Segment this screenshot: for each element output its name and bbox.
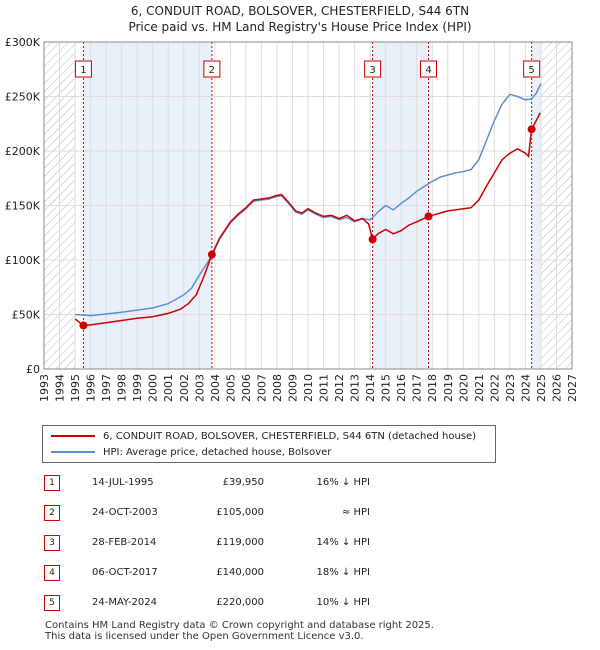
x-tick-label: 2004 — [209, 374, 222, 402]
footer: Contains HM Land Registry data © Crown c… — [45, 620, 434, 642]
transaction-row: 1 14-JUL-1995 £39,950 16% ↓ HPI — [44, 475, 444, 495]
transaction-row: 4 06-OCT-2017 £140,000 18% ↓ HPI — [44, 565, 444, 585]
plot-frame — [43, 41, 573, 370]
x-tick-label: 1999 — [131, 374, 144, 402]
chart-subtitle: Price paid vs. HM Land Registry's House … — [128, 20, 472, 34]
x-tick-label: 2000 — [147, 374, 160, 402]
x-tick-label: 2023 — [504, 374, 517, 402]
legend-red-line — [51, 435, 95, 437]
y-tick-label: £200K — [5, 145, 41, 158]
x-tick-label: 2021 — [473, 374, 486, 402]
x-tick-label: 2002 — [178, 374, 191, 402]
transaction-row: 3 28-FEB-2014 £119,000 14% ↓ HPI — [44, 535, 444, 555]
x-tick-label: 2013 — [349, 374, 362, 402]
legend: 6, CONDUIT ROAD, BOLSOVER, CHESTERFIELD,… — [42, 425, 496, 463]
x-tick-label: 2003 — [193, 374, 206, 402]
sale-point — [368, 235, 377, 244]
legend-hpi-label: HPI: Average price, detached house, Bols… — [103, 446, 332, 458]
x-tick-label: 2006 — [240, 374, 253, 402]
transaction-row: 5 24-MAY-2024 £220,000 10% ↓ HPI — [44, 595, 444, 615]
footer-copyright: Contains HM Land Registry data © Crown c… — [45, 620, 434, 631]
sale-label-box — [74, 60, 92, 78]
x-tick-label: 2015 — [380, 374, 393, 402]
legend-blue-line — [51, 451, 95, 453]
x-tick-label: 2011 — [318, 374, 331, 402]
sale-label-number: 2 — [209, 65, 215, 76]
x-tick-label: 2019 — [442, 374, 455, 402]
sale-label-box — [420, 60, 438, 78]
price-chart: 1 2 3 4 5 £0 £50K £100K £150K £200K £250K £300K 199… — [5, 36, 579, 402]
x-tick-label: 2009 — [286, 374, 299, 402]
sale-point — [79, 321, 88, 330]
x-tick-label: 2020 — [457, 374, 470, 402]
hpi-series-line — [75, 83, 542, 317]
transaction-number: 4 — [44, 565, 60, 581]
x-tick-label: 1997 — [100, 374, 113, 402]
x-tick-label: 1993 — [38, 374, 51, 402]
legend-item-hpi: HPI: Average price, detached house, Bols… — [51, 445, 331, 459]
transaction-row: 2 24-OCT-2003 £105,000 ≈ HPI — [44, 505, 444, 525]
sale-point — [424, 212, 433, 221]
y-tick-label: £150K — [5, 200, 41, 213]
transaction-date: 14-JUL-1995 — [92, 477, 154, 488]
x-tick-label: 2017 — [411, 374, 424, 402]
transaction-price: £140,000 — [216, 567, 264, 578]
x-tick-label: 2018 — [426, 374, 439, 402]
x-tick-label: 2024 — [519, 374, 532, 402]
sale-label-box — [203, 60, 221, 78]
sale-point — [527, 125, 536, 134]
transaction-hpi: 14% ↓ HPI — [316, 537, 370, 548]
sale-label-number: 1 — [80, 65, 86, 76]
sale-label-box — [523, 60, 541, 78]
x-tick-label: 1994 — [54, 374, 67, 402]
x-tick-label: 2022 — [488, 374, 501, 402]
x-tick-label: 1998 — [116, 374, 129, 402]
property-series-line — [74, 112, 541, 327]
transaction-hpi: 18% ↓ HPI — [316, 567, 370, 578]
x-tick-label: 2012 — [333, 374, 346, 402]
transaction-hpi: 16% ↓ HPI — [316, 477, 370, 488]
sale-label-number: 3 — [369, 65, 375, 76]
sale-label-number: 5 — [528, 65, 534, 76]
sale-label-box — [364, 60, 382, 78]
legend-property-label: 6, CONDUIT ROAD, BOLSOVER, CHESTERFIELD,… — [103, 430, 477, 442]
transaction-hpi: ≈ HPI — [341, 507, 370, 518]
transaction-date: 28-FEB-2014 — [92, 537, 157, 548]
x-tick-label: 2005 — [224, 374, 237, 402]
transaction-date: 24-OCT-2003 — [92, 507, 158, 518]
y-tick-label: £300K — [5, 36, 41, 49]
transaction-number: 2 — [44, 505, 60, 521]
transaction-price: £119,000 — [216, 537, 264, 548]
transaction-price: £220,000 — [216, 597, 264, 608]
transaction-number: 1 — [44, 475, 60, 491]
x-tick-label: 2001 — [162, 374, 175, 402]
sale-point — [207, 250, 216, 259]
x-tick-label: 2027 — [566, 374, 579, 402]
x-tick-label: 2025 — [535, 374, 548, 402]
x-tick-label: 2008 — [271, 374, 284, 402]
y-tick-label: £100K — [5, 254, 41, 267]
chart-title: 6, CONDUIT ROAD, BOLSOVER, CHESTERFIELD,… — [130, 4, 470, 18]
transaction-date: 06-OCT-2017 — [92, 567, 158, 578]
transaction-hpi: 10% ↓ HPI — [316, 597, 370, 608]
transaction-number: 5 — [44, 595, 60, 611]
transaction-date: 24-MAY-2024 — [92, 597, 158, 608]
transaction-price: £105,000 — [216, 507, 264, 518]
x-tick-label: 2016 — [395, 374, 408, 402]
x-tick-label: 1996 — [85, 374, 98, 402]
footer-licence: This data is licensed under the Open Gov… — [45, 631, 364, 642]
x-tick-label: 2007 — [255, 374, 268, 402]
y-tick-label: £50K — [12, 309, 41, 322]
x-tick-label: 2026 — [550, 374, 563, 402]
x-tick-label: 2014 — [364, 374, 377, 402]
legend-item-property: 6, CONDUIT ROAD, BOLSOVER, CHESTERFIELD,… — [51, 429, 476, 443]
sale-label-number: 4 — [425, 65, 431, 76]
x-tick-label: 2010 — [302, 374, 315, 402]
y-tick-label: £0 — [26, 363, 40, 376]
transaction-number: 3 — [44, 535, 60, 551]
transaction-price: £39,950 — [222, 477, 264, 488]
y-tick-label: £250K — [5, 91, 41, 104]
x-tick-label: 1995 — [69, 374, 82, 402]
